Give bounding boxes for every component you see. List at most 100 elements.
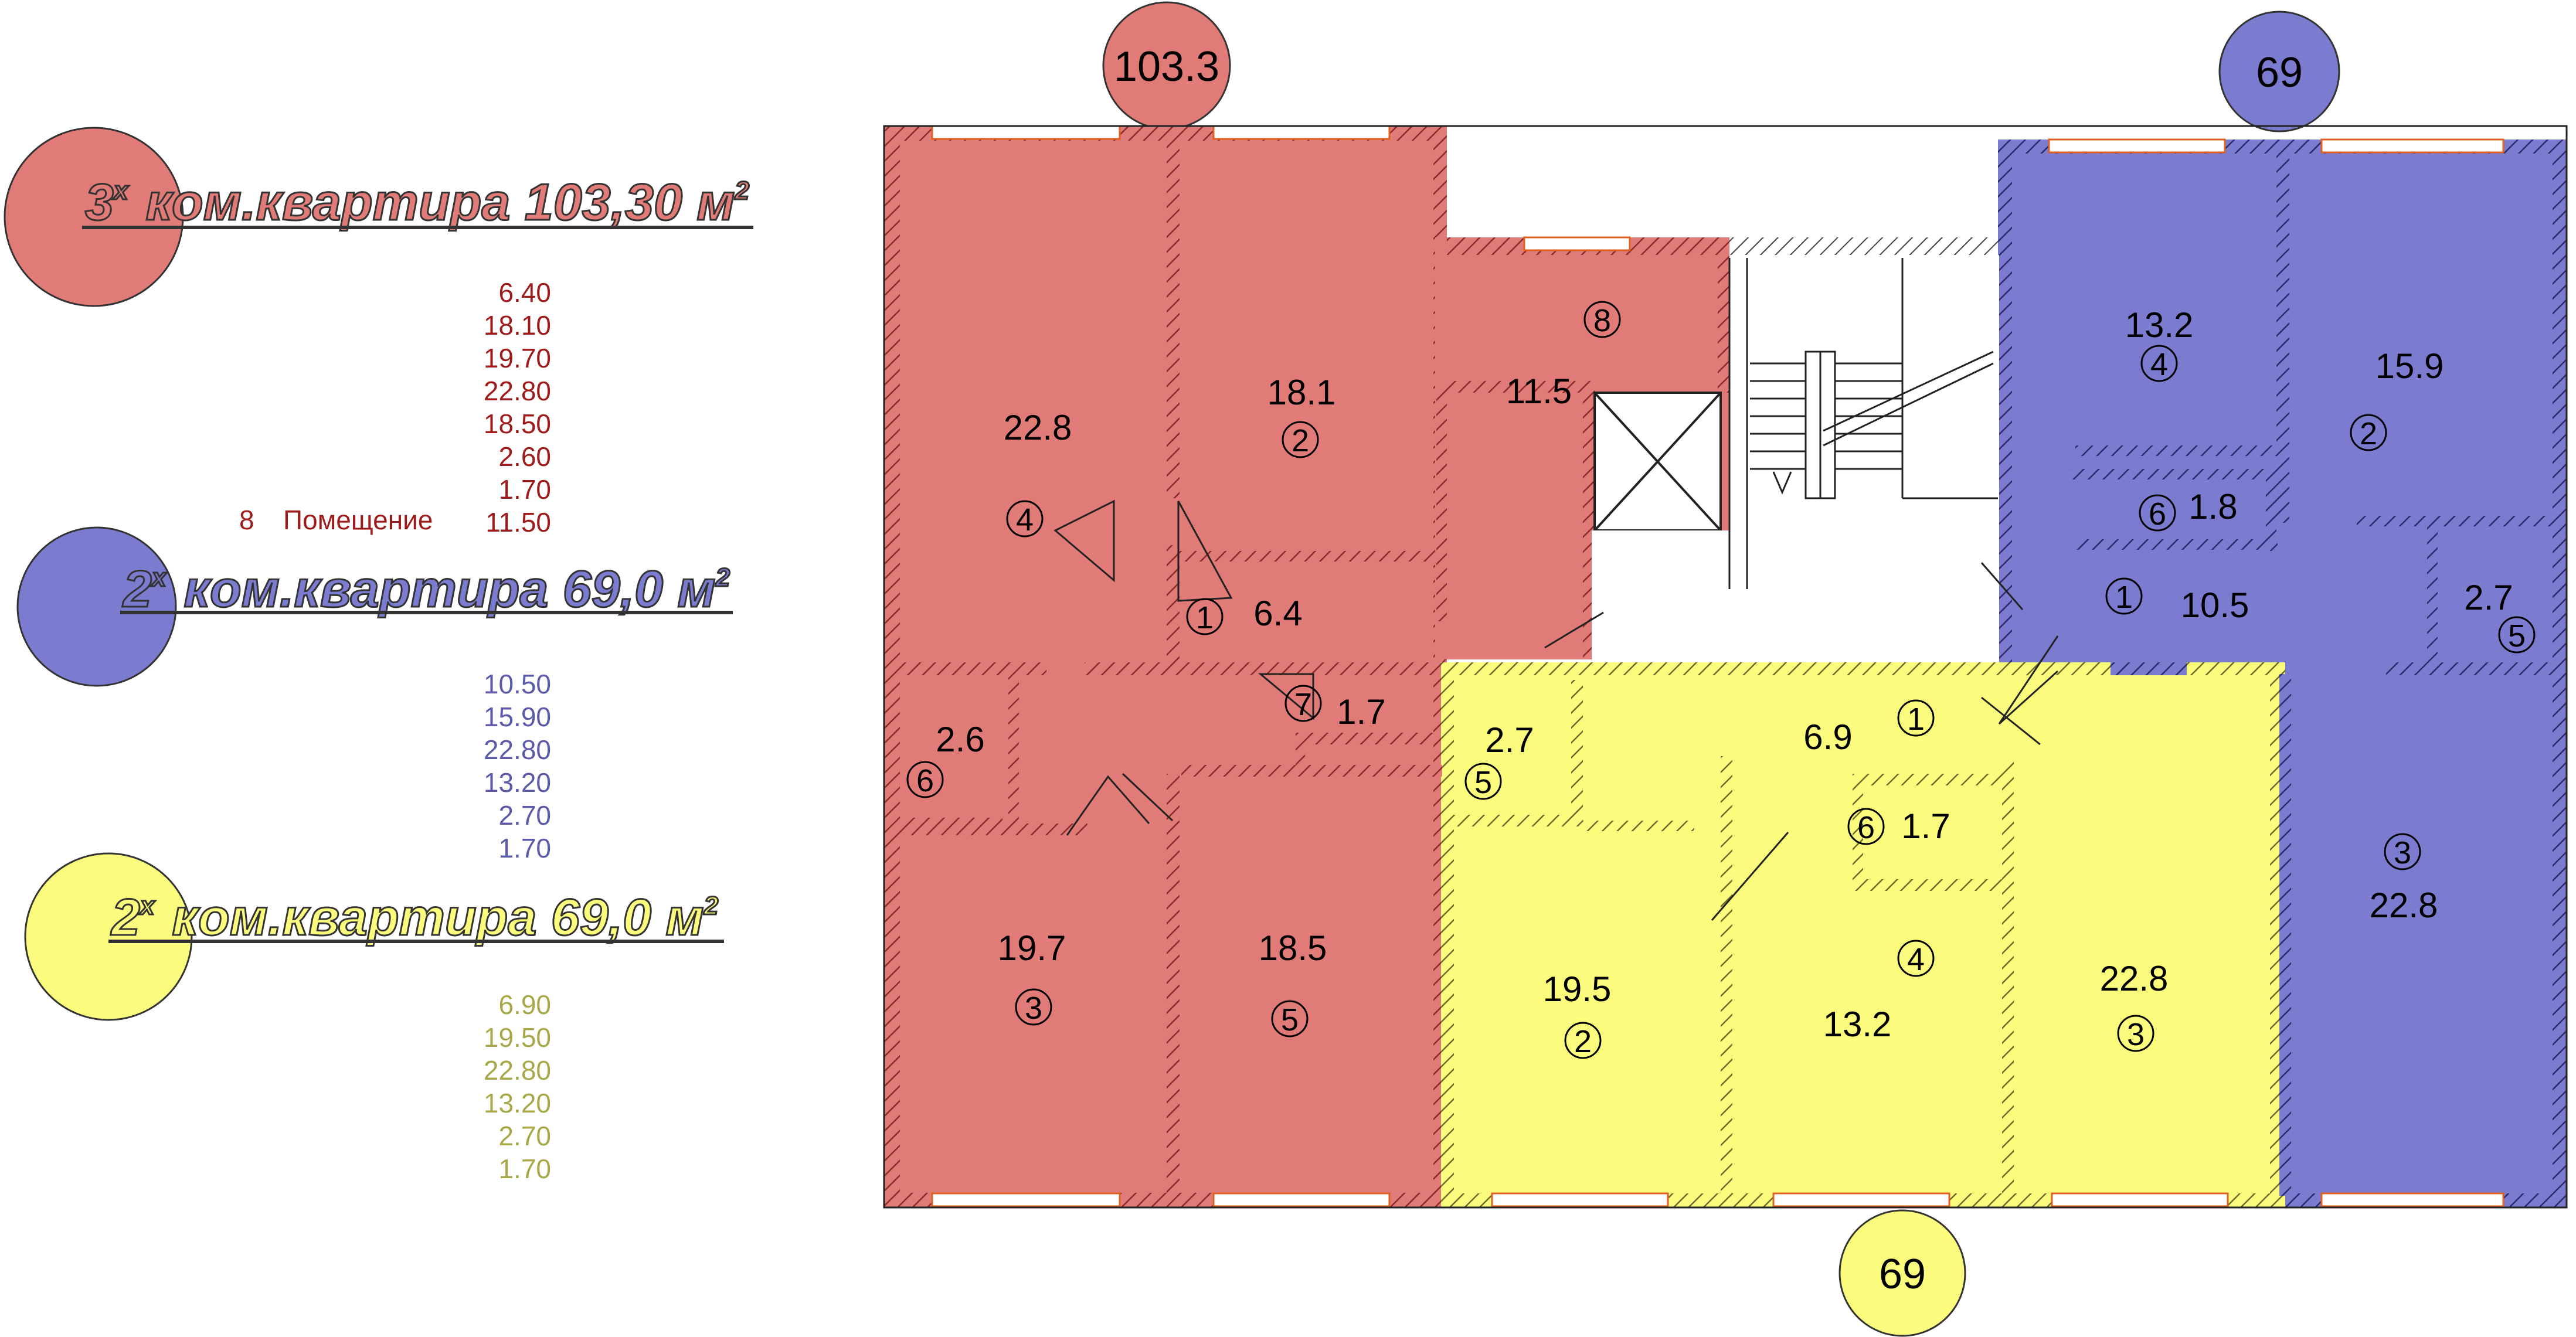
room-area-yellow: 2.7: [1485, 720, 1534, 760]
badge-yellow-text: 69: [1879, 1251, 1926, 1298]
legend-yellow-area: 22.80: [484, 1055, 551, 1086]
room-num-blue: 1: [2115, 580, 2133, 615]
room-num-yellow: 4: [1907, 942, 1925, 977]
room-num-circle: [1564, 1022, 1602, 1059]
legend-red-area: 18.50: [484, 409, 551, 439]
room-num-blue: 6: [2149, 496, 2166, 532]
legend-red-area: 22.80: [484, 376, 551, 406]
legend-red-areas: 6.40 18.10 19.70 22.80 18.50 2.60 1.70 1…: [484, 277, 551, 537]
legend-blue-title: 2х ком.квартира 69,0 м2: [122, 560, 730, 618]
legend-red-area: 1.70: [498, 474, 551, 505]
room-area-blue: 15.9: [2376, 346, 2444, 386]
room-num-red: 1: [1196, 600, 1214, 635]
legend-yellow-area: 2.70: [498, 1121, 551, 1151]
doors: [1053, 499, 2059, 921]
floor-plan: [883, 125, 2568, 1209]
legend-red-area: 19.70: [484, 343, 551, 373]
legend-blue-area: 2.70: [498, 800, 551, 831]
room-num-circle: [1015, 988, 1052, 1026]
room-area-yellow: 6.9: [1803, 717, 1852, 757]
room-area-red: 2.6: [936, 720, 984, 759]
legend-yellow-circle: [24, 852, 193, 1021]
legend-red-area: 2.60: [498, 441, 551, 472]
room-area-yellow: 1.7: [1901, 807, 1950, 846]
badge-blue: [2218, 11, 2340, 132]
room-area-blue: 22.8: [2370, 886, 2438, 925]
room-area-red: 6.4: [1253, 594, 1302, 633]
legend-yellow-area: 19.50: [484, 1022, 551, 1053]
room-num-yellow: 2: [1574, 1024, 1592, 1059]
legend-yellow-area: 1.70: [498, 1154, 551, 1184]
room-num-circle: [1847, 808, 1885, 845]
legend-red-area: 6.40: [498, 277, 551, 308]
legend-red-title: 3х ком.квартира 103,30 м2: [85, 173, 749, 231]
room-num-circle: [1282, 421, 1319, 458]
room-area-blue: 2.7: [2464, 578, 2513, 617]
room-num-circle: [2498, 616, 2536, 654]
apartment-yellow: [1441, 662, 2285, 1207]
room-num-circle: [1271, 1000, 1309, 1037]
legend-blue-area: 13.20: [484, 767, 551, 798]
badges: 103.3 69 69: [1102, 1, 2340, 1337]
room-num-red: 8: [1593, 303, 1611, 338]
legend-red-extra-label: Помещение: [283, 505, 433, 535]
room-num-red: 2: [1292, 423, 1309, 458]
room-area-blue: 10.5: [2181, 586, 2249, 625]
room-num-red: 4: [1016, 502, 1034, 537]
room-num-circle: [1897, 940, 1935, 977]
room-num-circle: [1464, 763, 1502, 800]
room-labels-blue: 13.2 4 15.9 2 6 1.8 1 10.5 2.7 5 3 22.8: [2105, 305, 2536, 925]
room-area-blue: 13.2: [2125, 305, 2194, 345]
legend-red-circle: [4, 127, 184, 307]
legend-blue-area: 1.70: [498, 833, 551, 863]
room-num-blue: 3: [2394, 835, 2411, 870]
legend-blue-areas: 10.50 15.90 22.80 13.20 2.70 1.70: [484, 669, 551, 863]
room-area-red: 18.1: [1267, 373, 1336, 412]
room-num-blue: 5: [2508, 618, 2526, 654]
room-num-yellow: 5: [1474, 765, 1492, 800]
room-num-circle: [2384, 833, 2421, 870]
walls-yellow: [1454, 680, 2014, 1196]
legend-blue-area: 15.90: [484, 702, 551, 732]
room-num-circle: [1284, 685, 1322, 722]
room-num-yellow: 1: [1907, 702, 1925, 737]
room-num-circle: [2105, 577, 2143, 615]
staircase-core: [1592, 237, 1999, 662]
legend-red-area: 18.10: [484, 310, 551, 341]
legend-red-extra-num: 8: [239, 505, 254, 535]
room-num-circle: [2117, 1015, 2154, 1052]
room-area-red: 22.8: [1004, 408, 1072, 447]
room-num-blue: 4: [2150, 347, 2168, 382]
room-area-red: 11.5: [1506, 372, 1572, 411]
room-num-yellow: 3: [2127, 1017, 2145, 1052]
badge-yellow: [1838, 1209, 1966, 1337]
room-num-circle: [1186, 598, 1224, 635]
room-num-red: 7: [1294, 687, 1312, 722]
legend-yellow-area: 6.90: [498, 989, 551, 1020]
room-num-yellow: 6: [1857, 810, 1875, 845]
room-labels-yellow: 1 6.9 2.7 5 6 1.7 19.5 2 4 13.2 22.8 3: [1464, 699, 2169, 1059]
room-num-blue: 2: [2360, 416, 2377, 451]
building-outline: [883, 125, 2568, 1209]
legend-yellow-area: 13.20: [484, 1088, 551, 1118]
room-num-red: 3: [1025, 991, 1042, 1026]
room-area-red: 19.7: [998, 928, 1066, 968]
room-area-red: 1.7: [1337, 692, 1385, 732]
room-area-red: 18.5: [1259, 928, 1327, 968]
legend-blue-circle: [16, 526, 177, 687]
walls-red: [900, 141, 1593, 1196]
room-num-circle: [2140, 345, 2178, 382]
legend: 3х ком.квартира 103,30 м2 6.40 18.10 19.7…: [4, 127, 753, 1184]
legend-blue-area: 22.80: [484, 734, 551, 765]
legend-red-extra-value: 11.50: [485, 507, 551, 537]
room-num-red: 5: [1281, 1002, 1299, 1037]
room-area-yellow: 19.5: [1543, 969, 1612, 1009]
badge-red-text: 103.3: [1114, 43, 1219, 90]
badge-blue-text: 69: [2256, 49, 2303, 96]
room-num-circle: [2139, 494, 2176, 532]
room-area-yellow: 13.2: [1823, 1005, 1892, 1044]
stairs: [1728, 255, 1999, 589]
room-num-circle: [2350, 414, 2387, 451]
room-area-yellow: 22.8: [2100, 959, 2169, 998]
